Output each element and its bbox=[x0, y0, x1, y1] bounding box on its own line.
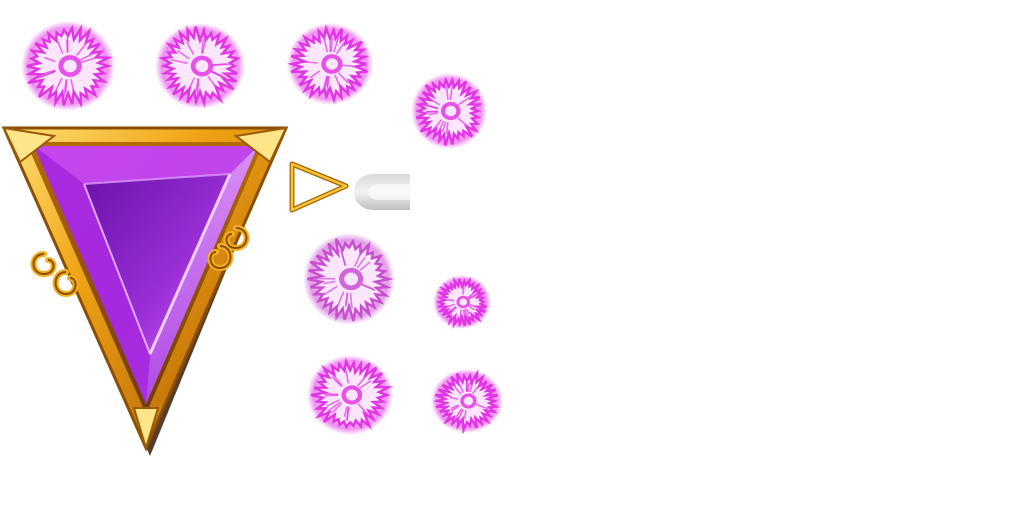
burst-graphic bbox=[21, 21, 115, 111]
magenta-burst-icon bbox=[306, 354, 394, 436]
burst-graphic bbox=[303, 233, 395, 325]
magenta-burst-icon bbox=[20, 20, 116, 112]
magenta-burst-icon bbox=[286, 22, 374, 106]
burst-graphic bbox=[155, 23, 245, 109]
gold-triangle-pointer-icon bbox=[286, 158, 352, 216]
magenta-burst-icon bbox=[410, 72, 488, 150]
magenta-burst-icon bbox=[432, 274, 492, 330]
magenta-burst-dim-icon bbox=[302, 232, 396, 326]
burst-graphic bbox=[287, 23, 373, 105]
amethyst-gem-icon bbox=[0, 122, 290, 460]
burst-graphic bbox=[307, 355, 394, 435]
magenta-burst-icon bbox=[154, 22, 246, 110]
grey-pill-pointer-icon bbox=[352, 170, 410, 214]
magenta-burst-icon bbox=[430, 368, 504, 434]
burst-graphic bbox=[431, 369, 503, 434]
burst-graphic bbox=[411, 73, 487, 149]
burst-graphic bbox=[433, 275, 491, 329]
